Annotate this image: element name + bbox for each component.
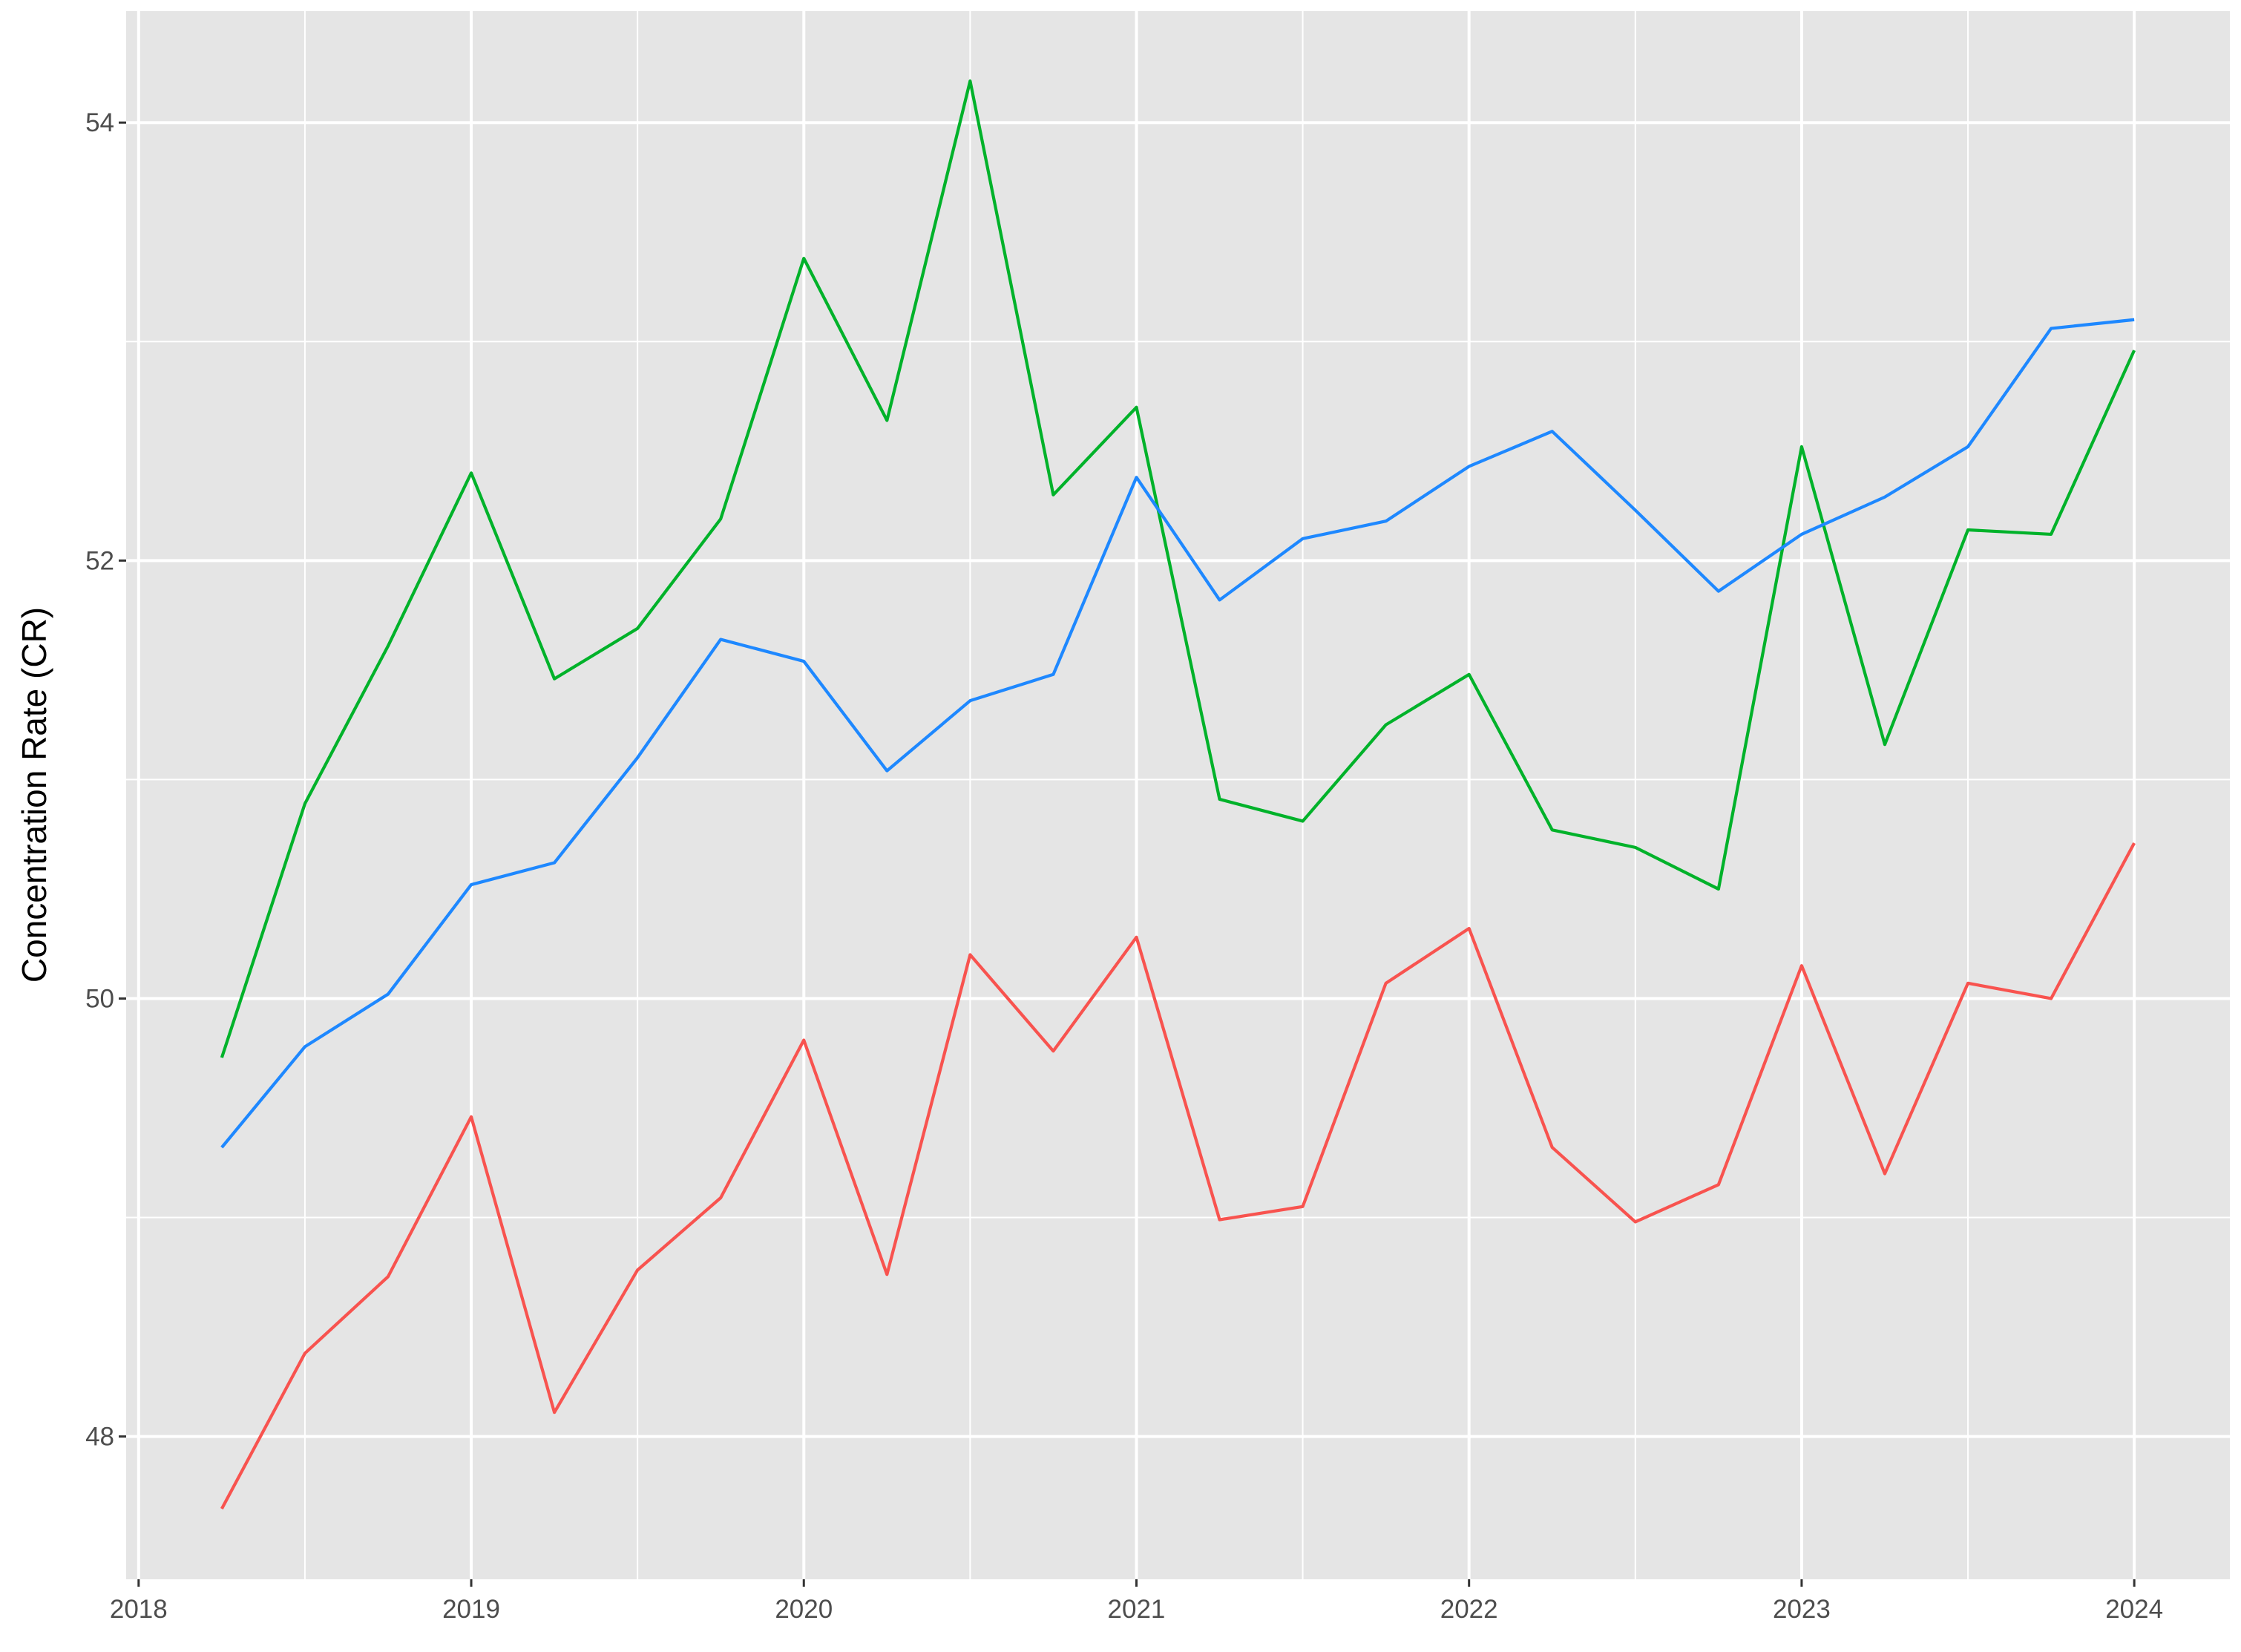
x-tick-label: 2023 — [1773, 1595, 1831, 1624]
plot-panel — [126, 11, 2230, 1579]
y-tick-label: 54 — [85, 108, 114, 137]
y-tick-label: 50 — [85, 984, 114, 1013]
y-axis-title: Concentration Rate (CR) — [15, 607, 53, 983]
series-line — [220, 79, 2136, 1058]
y-tick-label: 52 — [85, 546, 114, 575]
x-tick-label: 2019 — [442, 1595, 500, 1624]
series-line — [220, 842, 2136, 1510]
x-tick-label: 2024 — [2105, 1595, 2163, 1624]
x-tick-label: 2018 — [110, 1595, 168, 1624]
x-tick-label: 2022 — [1440, 1595, 1498, 1624]
series-line — [220, 318, 2135, 1149]
x-tick-label: 2020 — [775, 1595, 833, 1624]
x-tick-label: 2021 — [1108, 1595, 1166, 1624]
y-tick-label: 48 — [85, 1423, 114, 1452]
